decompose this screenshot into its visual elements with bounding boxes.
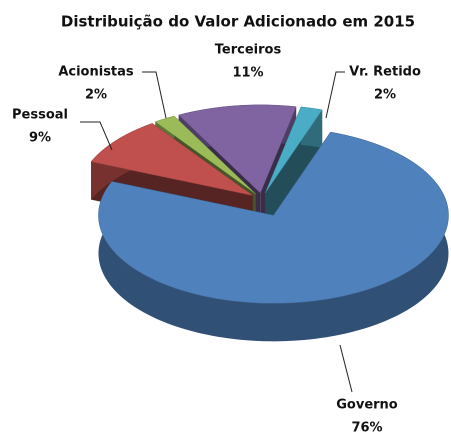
value-label: 76% xyxy=(351,421,382,433)
leader-line xyxy=(325,71,345,119)
value-label: 2% xyxy=(374,88,396,103)
leader-line xyxy=(142,71,167,119)
slice-top xyxy=(264,106,323,194)
chart-title: Distribuição do Valor Adicionado em 2015 xyxy=(61,13,415,31)
category-label: Governo xyxy=(336,398,398,413)
category-label: Acionistas xyxy=(58,65,134,80)
value-label: 9% xyxy=(29,131,51,146)
slice xyxy=(98,131,449,342)
leader-line xyxy=(80,121,113,151)
slice-top xyxy=(98,131,449,304)
category-label: Terceiros xyxy=(215,43,282,58)
value-label: 2% xyxy=(85,88,107,103)
slice-top xyxy=(178,104,297,194)
slice xyxy=(264,106,323,232)
pie xyxy=(90,104,449,342)
slice-top xyxy=(154,115,256,195)
category-label: Vr. Retido xyxy=(349,65,421,80)
value-label: 11% xyxy=(232,66,263,81)
slice-top xyxy=(90,123,253,196)
leader-line xyxy=(339,344,353,393)
category-label: Pessoal xyxy=(12,108,68,123)
